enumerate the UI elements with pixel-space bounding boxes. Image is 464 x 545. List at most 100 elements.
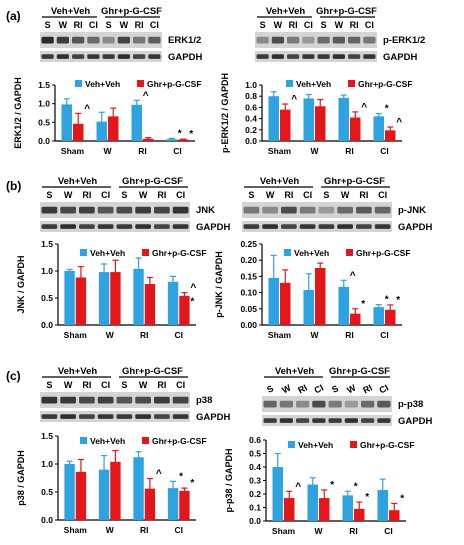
blot-band [154, 206, 170, 214]
blot-loading-label: GAPDH [383, 52, 417, 63]
blot-band [332, 36, 345, 44]
bar-ghr [179, 295, 190, 325]
blot-group2-label: Ghr+p-G-CSF [324, 176, 385, 187]
blot-strip [40, 411, 190, 422]
blot-lane-label: RI [82, 190, 91, 200]
blot-band [262, 206, 278, 214]
blot-lane-label: S [46, 190, 52, 200]
chart-perk: 0.00.20.4 0.60.81.0 p-ERK1/2 / GAPDH Sham W R… [220, 73, 413, 156]
x-tick-label: Sham [64, 525, 88, 535]
significance-star: * [330, 480, 334, 491]
chart-pjnk: 0.00 0.05 0.10 0.15 0.20 0.25 p-JNK / GAPDH Sha… [214, 239, 411, 340]
x-tick-label: RI [140, 525, 149, 535]
bar-ghr [108, 116, 119, 141]
bar-ghr [110, 272, 121, 325]
bar-veh [96, 121, 107, 141]
bar-ghr [315, 267, 326, 325]
blot-band [172, 206, 189, 214]
x-tick-label: RI [345, 330, 354, 340]
y-tick-label: 1.0 [245, 80, 257, 90]
y-tick-label: 0.5 [41, 293, 53, 303]
blot-pjnk: Veh+Veh Ghr+p-G-CSF S W RI CI S W RI CI p-JNK GAPDH [242, 176, 432, 233]
chart-legend: Veh+Veh Ghr+p-G-CSF [284, 248, 411, 258]
blot-lane-label: W [139, 380, 148, 390]
blot-band [337, 206, 353, 214]
blot-band [116, 206, 133, 214]
legend-veh-label: Veh+Veh [90, 248, 125, 258]
significance-star: * [190, 297, 194, 308]
legend-veh-swatch [286, 80, 293, 87]
y-tick-label: 0.8 [245, 91, 257, 101]
blot-jnk: Veh+Veh Ghr+p-G-CSF S W RI CI S W RI CI JNK GAPDH [40, 176, 230, 233]
y-tick-label: 0.0 [41, 515, 53, 525]
y-tick-label: 1.0 [41, 266, 53, 276]
blot-band [154, 396, 170, 404]
blot-lane-label: RI [361, 382, 374, 395]
bar-veh [268, 278, 279, 325]
blot-loading-label: GAPDH [398, 416, 432, 427]
blot-lane-label: W [64, 380, 73, 390]
blot-band [317, 36, 330, 44]
legend-ghr-swatch [137, 80, 144, 87]
blot-group1-label: Veh+Veh [58, 366, 98, 377]
significance-caret: ^ [156, 469, 162, 480]
blot-group2-label: Ghr+p-G-CSF [316, 6, 377, 17]
blot-lane-label: W [274, 20, 283, 30]
bar-veh [338, 97, 349, 141]
blot-band [56, 36, 69, 44]
y-axis-label: p-ERK1/2 / GAPDH [220, 73, 230, 153]
blot-group1-label: Veh+Veh [51, 6, 91, 17]
x-tick-label: Sham [61, 146, 85, 156]
significance-star: * [178, 128, 182, 139]
blot-strip [40, 32, 162, 48]
blot-band [262, 224, 278, 229]
blot-strip [242, 202, 392, 218]
y-axis-label: p38 / GAPDH [16, 450, 26, 506]
blot-lane-label: CI [176, 380, 185, 390]
blot-group1-label: Veh+Veh [58, 176, 98, 187]
panel-label-c: (c) [6, 369, 21, 383]
blot-band [133, 36, 146, 44]
blot-band [318, 206, 335, 214]
bar-ghr [315, 106, 326, 141]
blot-band [243, 224, 260, 229]
y-tick-label: 0.15 [240, 271, 257, 281]
significance-star: * [189, 129, 193, 140]
bar-ghr [178, 139, 189, 141]
blot-band [102, 36, 115, 44]
legend-veh-swatch [80, 249, 87, 256]
legend-veh-label: Veh+Veh [85, 79, 120, 89]
blot-lane-label: W [120, 20, 129, 30]
bar-veh [133, 457, 144, 520]
blot-band [299, 206, 316, 214]
y-tick-label: 0.00 [240, 320, 257, 330]
x-tick-label: Sham [268, 146, 292, 156]
chart-erk: 0.0 0.5 1.0 1.5 ERK1/2 / GAPDH Sham W RI CI ^ ^ * * V… [13, 77, 202, 156]
blot-band [97, 414, 114, 419]
blot-band [135, 224, 151, 229]
bar-ghr [385, 309, 396, 325]
chart-p38: 0.0 0.5 1.0 1.5 p38 / GAPDH Sham W RI CI ^ * * Veh+V… [16, 431, 207, 535]
blot-lane-label: CI [89, 20, 98, 30]
blot-band [348, 36, 361, 44]
blot-band [271, 54, 284, 59]
significance-star: * [400, 493, 404, 504]
bar-veh [98, 272, 110, 325]
bar-veh [342, 495, 353, 521]
legend-veh-swatch [75, 80, 82, 87]
bar-ghr [280, 282, 291, 325]
blot-band [263, 400, 277, 408]
y-tick-label: 1.5 [41, 239, 53, 249]
blot-band [172, 414, 189, 419]
chart-legend: Veh+Veh Ghr+p-G-CSF [75, 79, 202, 89]
blot-band [41, 396, 58, 404]
blot-target-label: p-JNK [398, 205, 426, 216]
blot-group2-label: Ghr+p-G-CSF [329, 366, 390, 377]
y-tick-label: 1.5 [41, 431, 53, 441]
legend-ghr-swatch [142, 249, 149, 256]
y-axis-label: JNK / GAPDH [16, 255, 26, 313]
blot-group1-label: Veh+Veh [266, 6, 306, 17]
bar-veh [64, 464, 75, 520]
bar-veh [166, 139, 177, 141]
blot-band [363, 36, 376, 44]
